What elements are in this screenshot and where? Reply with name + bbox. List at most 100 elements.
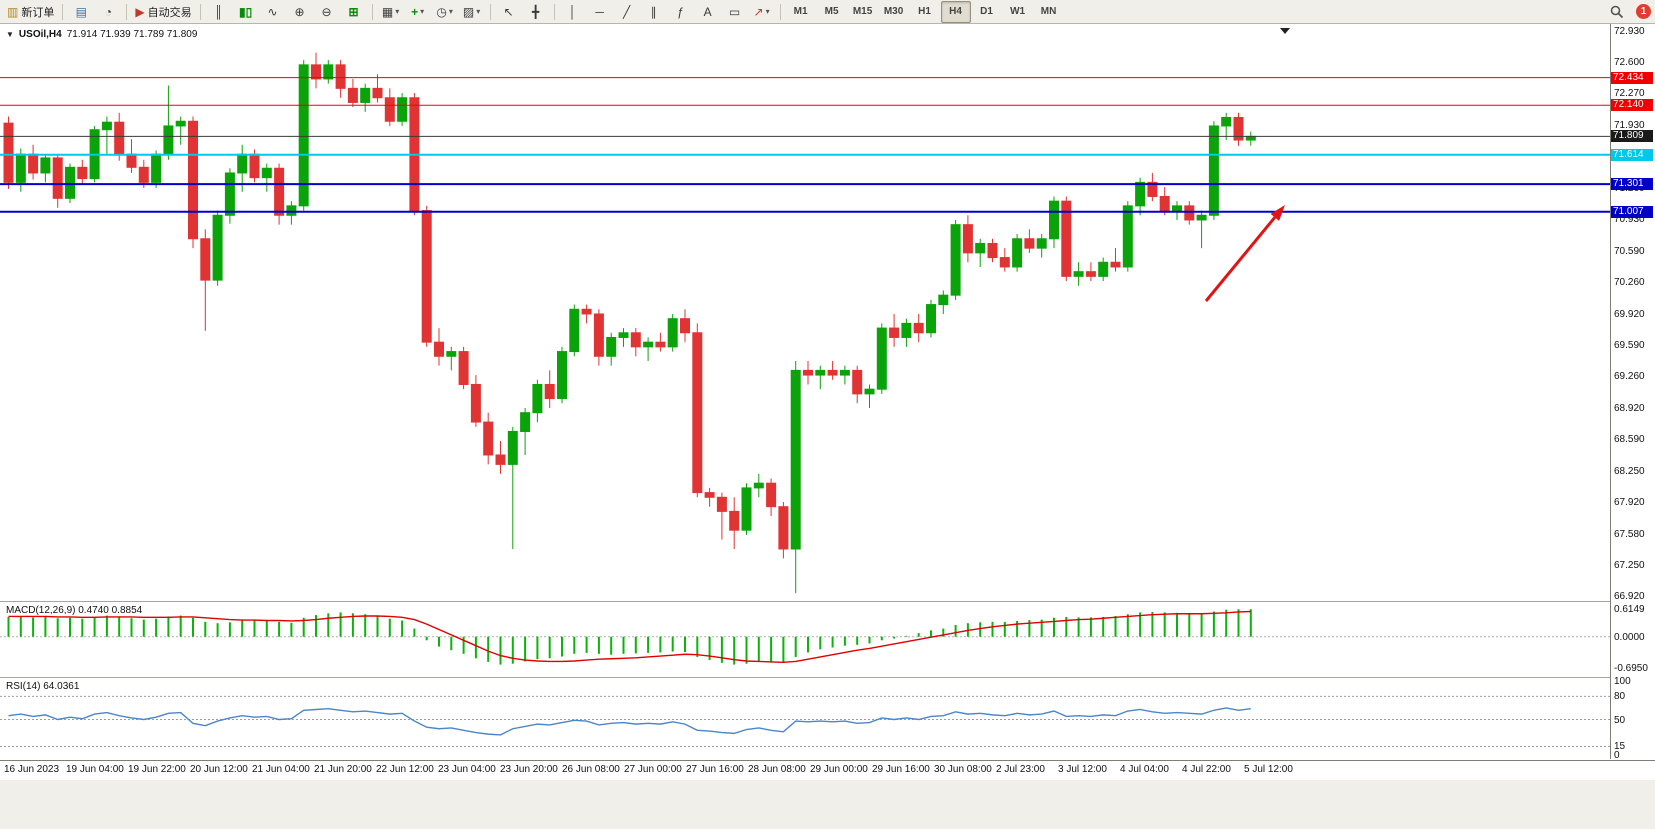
time-axis-label: 26 Jun 08:00 (562, 764, 620, 775)
toolbar-separator (62, 3, 64, 20)
candle-body (40, 157, 51, 174)
rsi-line (8, 707, 1251, 736)
timeframe-m30-button[interactable]: M30 (883, 6, 904, 17)
price-axis-label: 70.930 (1614, 214, 1645, 226)
time-axis-label: 23 Jun 04:00 (438, 764, 496, 775)
templates-button[interactable]: ▨ ▾ (459, 1, 485, 23)
chart-header: ▼ USOil,H4 71.914 71.939 71.789 71.809 (6, 29, 197, 40)
candle-body (1073, 271, 1084, 277)
zoom-out-icon: ⊖ (321, 4, 332, 19)
time-axis-label: 4 Jul 22:00 (1182, 764, 1231, 775)
channel-icon: ∥ (650, 4, 657, 19)
zoom-in-button[interactable]: ⊕ (287, 1, 313, 23)
trendline-tool-button[interactable]: ╱ (614, 1, 640, 23)
chevron-down-icon: ▾ (448, 7, 453, 16)
candle-body (1184, 205, 1195, 221)
search-button[interactable] (1604, 1, 1630, 23)
collapse-indicator-icon[interactable]: ▼ (6, 30, 14, 39)
rsi-axis-label: 100 (1614, 676, 1631, 687)
timeframe-mn-button[interactable]: MN (1040, 6, 1057, 17)
timeframe-m15-button[interactable]: M15 (852, 6, 873, 17)
arrow-tool-button[interactable]: ↗ ▾ (749, 1, 775, 23)
strategy-tester-button[interactable]: ◔ (95, 1, 121, 23)
candle-body (1085, 271, 1096, 277)
candle-body (1098, 261, 1109, 277)
auto-trading-button[interactable]: ▶ 自动交易 (132, 1, 194, 23)
candle-body (1012, 238, 1023, 268)
candle-body (1147, 181, 1158, 197)
line-chart-icon: ∿ (267, 4, 278, 19)
time-axis-label: 21 Jun 20:00 (314, 764, 372, 775)
candle-body (999, 257, 1010, 268)
candle-body (827, 369, 838, 376)
arrow-icon: ↗ (753, 4, 764, 19)
channel-tool-button[interactable]: ∥ (641, 1, 667, 23)
price-axis-label: 68.590 (1614, 434, 1645, 445)
candle-body (347, 87, 358, 103)
rsi-axis-label: 15 (1614, 741, 1626, 753)
candle-body (397, 97, 408, 122)
candle-body (630, 332, 641, 348)
cursor-icon: ↖ (503, 4, 514, 19)
candle-body (1196, 214, 1207, 221)
text-tool-button[interactable]: A (695, 1, 721, 23)
candle-body (680, 318, 690, 334)
text-label-tool-button[interactable]: ▭ (722, 1, 748, 23)
new-order-button[interactable]: ▥ 新订单 (4, 1, 57, 23)
cursor-tool-button[interactable]: ↖ (496, 1, 522, 23)
candlestick-icon: ▮▯ (238, 4, 253, 19)
candle-body (372, 87, 383, 99)
window-footer (0, 780, 1655, 829)
candle-body (458, 351, 469, 385)
text-icon: A (703, 4, 712, 19)
horizontal-line-icon: ─ (595, 4, 604, 19)
candle-body (212, 214, 223, 281)
symbol-timeframe-label: USOil,H4 (18, 29, 62, 40)
candle-body (15, 153, 26, 183)
market-watch-button[interactable]: ▤ (68, 1, 94, 23)
profiles-button[interactable]: ▦ ▾ (378, 1, 404, 23)
time-scale[interactable]: 16 Jun 2023 19 Jun 04:00 19 Jun 22:00 20 Ju… (0, 760, 1655, 780)
candle-body (261, 167, 272, 179)
candle-body (3, 122, 14, 183)
candle-body (926, 304, 936, 334)
panel-separator[interactable] (0, 677, 1655, 678)
candle-body (901, 322, 912, 338)
panel-separator[interactable] (0, 601, 1655, 602)
candle-body (839, 369, 850, 376)
bar-chart-mode-button[interactable]: ║ (206, 1, 232, 23)
candle-body (298, 64, 309, 207)
add-indicator-button[interactable]: + ▾ (405, 1, 431, 23)
candle-body (126, 153, 137, 168)
candle-body (1122, 205, 1133, 268)
candle-body (1135, 181, 1146, 207)
candle-body (470, 383, 481, 423)
price-axis-label: 68.250 (1614, 465, 1645, 477)
candlestick-plot[interactable] (0, 24, 1610, 601)
crosshair-tool-button[interactable]: ╋ (523, 1, 549, 23)
candle-body (151, 153, 162, 183)
timeframe-h1-button[interactable]: H1 (918, 6, 931, 17)
timeframe-w1-button[interactable]: W1 (1010, 6, 1026, 17)
vertical-line-tool-button[interactable]: │ (560, 1, 586, 23)
timeframe-m1-button[interactable]: M1 (793, 6, 808, 17)
zoom-out-button[interactable]: ⊖ (314, 1, 340, 23)
profiles-icon: ▦ (381, 4, 394, 19)
timeframe-d1-button[interactable]: D1 (980, 6, 993, 17)
chevron-down-icon: ▾ (765, 7, 770, 16)
timeframe-m5-button[interactable]: M5 (824, 6, 839, 17)
timeframe-h4-button[interactable]: H4 (940, 0, 971, 23)
vertical-line-icon: │ (568, 4, 577, 19)
periods-button[interactable]: ◷ ▾ (432, 1, 458, 23)
rsi-plot (0, 695, 1610, 747)
tile-windows-button[interactable]: ⊞ (341, 1, 367, 23)
price-scale[interactable] (1610, 24, 1655, 759)
line-chart-mode-button[interactable]: ∿ (260, 1, 286, 23)
notification-badge[interactable]: 1 (1636, 4, 1651, 19)
candlestick-mode-button[interactable]: ▮▯ (233, 1, 259, 23)
tile-windows-icon: ⊞ (348, 4, 359, 19)
candle-body (741, 487, 752, 531)
fibonacci-tool-button[interactable]: ƒ (668, 1, 694, 23)
horizontal-line-tool-button[interactable]: ─ (587, 1, 613, 23)
candle-body (77, 166, 88, 180)
